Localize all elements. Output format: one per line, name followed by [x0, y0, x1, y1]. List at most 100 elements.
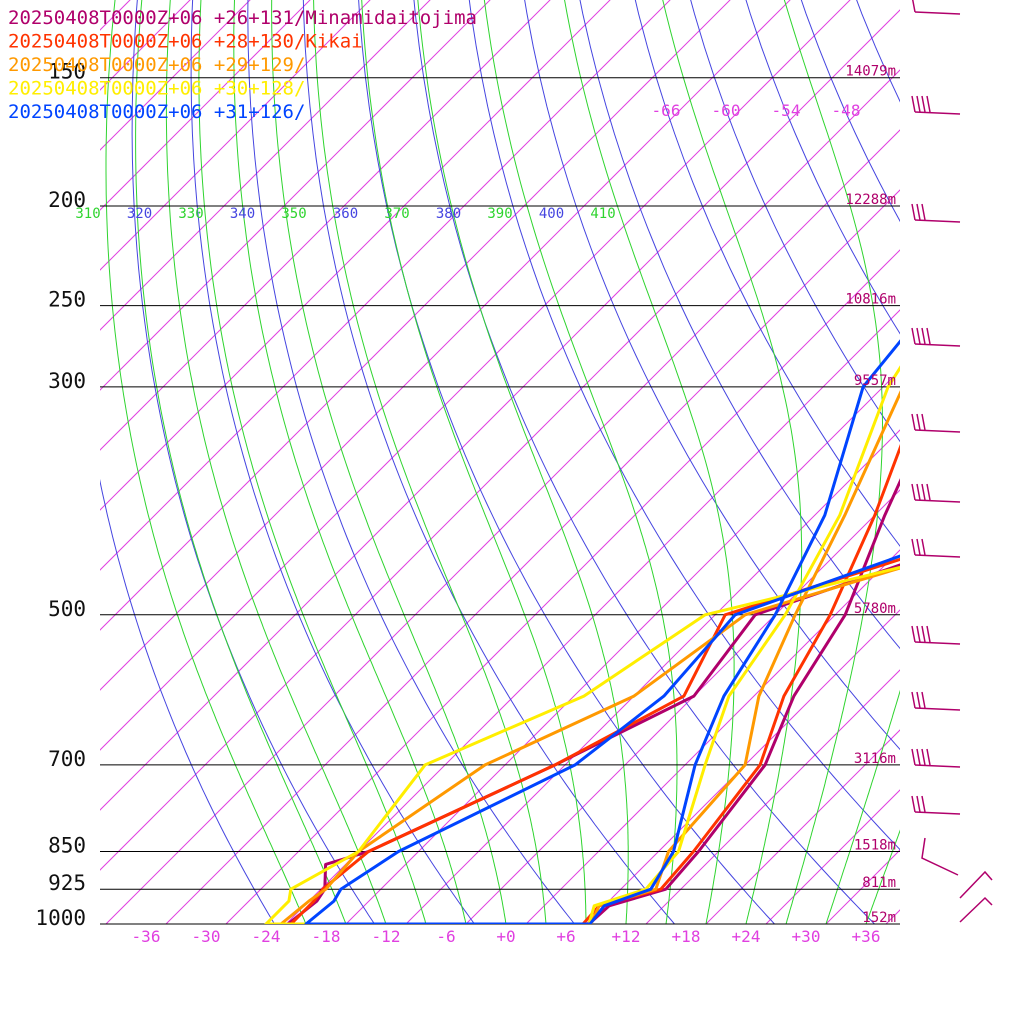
isotherm-line — [100, 0, 371, 271]
isotherm-line — [100, 0, 551, 451]
pressure-label: 150 — [48, 60, 86, 84]
wind-barb — [911, 413, 961, 433]
isotherm-line — [285, 309, 900, 924]
isotherm-line — [100, 0, 251, 151]
legend-entry: 20250408T0000Z+06 +31+126/ — [8, 101, 305, 123]
dry-adiabat-line — [820, 0, 1024, 924]
isotherm-line — [825, 849, 900, 924]
moist-adiabat-line — [662, 0, 803, 924]
legend: 20250408T0000Z+06 +26+131/Minamidaitojim… — [8, 7, 477, 123]
x-tick-label: +12 — [612, 927, 641, 946]
height-label: 5780m — [854, 601, 896, 617]
legend-entry: 20250408T0000Z+06 +26+131/Minamidaitojim… — [8, 7, 477, 29]
isotherm-line — [946, 0, 1024, 924]
x-tick-label: +24 — [732, 927, 761, 946]
series-line-4 — [264, 365, 900, 924]
theta-label: 380 — [436, 206, 461, 222]
isotherm-line — [405, 429, 900, 924]
dry-adiabat-line — [413, 0, 875, 924]
wind-barbs — [911, 0, 993, 923]
x-tick-label: +30 — [792, 927, 821, 946]
dry-adiabat-line — [634, 0, 900, 547]
moist-adiabat-line — [198, 0, 427, 924]
theta-label: 330 — [178, 206, 203, 222]
isotherm-line — [100, 0, 131, 31]
pressure-label: 1000 — [35, 906, 86, 930]
wind-barb — [911, 483, 961, 503]
pressure-label: 500 — [48, 597, 86, 621]
wind-barb — [911, 538, 961, 558]
dry-adiabat-line — [954, 0, 1024, 924]
isotherm-line — [100, 0, 671, 571]
theta-label: 390 — [487, 206, 512, 222]
isotherm-line — [1006, 0, 1024, 924]
theta-label: 370 — [384, 206, 409, 222]
dry-adiabat-line — [910, 0, 1024, 924]
wind-barb — [911, 748, 961, 768]
dry-adiabat-line — [690, 0, 900, 443]
isotherm-line — [100, 0, 791, 691]
dry-adiabat-line — [100, 478, 275, 924]
dry-adiabat-line — [579, 0, 900, 650]
height-label: 811m — [862, 875, 896, 891]
moist-adiabat-line — [417, 0, 629, 924]
x-tick-label: -36 — [132, 927, 161, 946]
x-tick-label: -12 — [372, 927, 401, 946]
series-line-5 — [304, 339, 900, 924]
isotherm-line — [100, 0, 431, 331]
moist-adiabat-line — [906, 0, 1024, 924]
x-tick-label: -30 — [192, 927, 221, 946]
wind-barb — [911, 203, 961, 223]
isotherm-line — [105, 129, 900, 924]
dry-adiabat-line — [865, 0, 1024, 924]
legend-entry: 20250408T0000Z+06 +28+130/Kikai — [8, 31, 363, 53]
dry-adiabat-line — [524, 0, 900, 751]
wind-barb — [911, 625, 961, 645]
x-tick-label: +18 — [672, 927, 701, 946]
axis-labels: 10016455m15014079m20012288m25010816m3009… — [35, 60, 896, 946]
isotherm-line — [100, 0, 731, 631]
dry-adiabat-line — [999, 0, 1024, 924]
height-label: 12288m — [845, 192, 896, 208]
height-label: 9557m — [854, 373, 896, 389]
moist-adiabat-line — [483, 0, 678, 924]
dry-adiabat-line — [302, 0, 675, 924]
wind-barb — [911, 0, 961, 15]
isotherm-line — [100, 0, 611, 511]
x-tick-label: -6 — [436, 927, 455, 946]
dry-adiabat-line — [468, 0, 900, 851]
dry-adiabat-line — [247, 0, 575, 924]
series-line-3 — [279, 390, 900, 924]
isotherm-line — [100, 0, 491, 391]
isotherm-line — [345, 369, 900, 924]
height-label: 10816m — [845, 292, 896, 308]
height-label: 1518m — [854, 838, 896, 854]
height-label: 14079m — [845, 64, 896, 80]
isotherm-line — [100, 0, 191, 91]
isotherm-line — [645, 669, 900, 924]
dry-adiabat-line — [745, 0, 900, 335]
wind-barb — [911, 327, 961, 347]
pressure-label: 300 — [48, 369, 86, 393]
wind-barb — [911, 95, 961, 115]
pressure-label: 700 — [48, 747, 86, 771]
dry-adiabat-line — [190, 0, 475, 924]
theta-label: 350 — [281, 206, 306, 222]
theta-label: 410 — [590, 206, 615, 222]
theta-label: 340 — [230, 206, 255, 222]
x-tick-label: +36 — [852, 927, 881, 946]
isotherm-line — [225, 249, 900, 924]
moist-adiabat-grid — [105, 0, 1024, 924]
theta-label: 320 — [127, 206, 152, 222]
isobar-lines — [100, 77, 900, 925]
isotherm-label: -66 — [652, 101, 681, 120]
moist-adiabat-line — [783, 0, 884, 924]
pressure-label: 250 — [48, 288, 86, 312]
sounding-series — [264, 339, 900, 924]
theta-label: 400 — [539, 206, 564, 222]
isotherm-line — [100, 9, 900, 811]
theta-label: 310 — [75, 206, 100, 222]
theta-label: 360 — [333, 206, 358, 222]
height-label: 3116m — [854, 751, 896, 767]
legend-entry: 20250408T0000Z+06 +29+129/ — [8, 54, 305, 76]
